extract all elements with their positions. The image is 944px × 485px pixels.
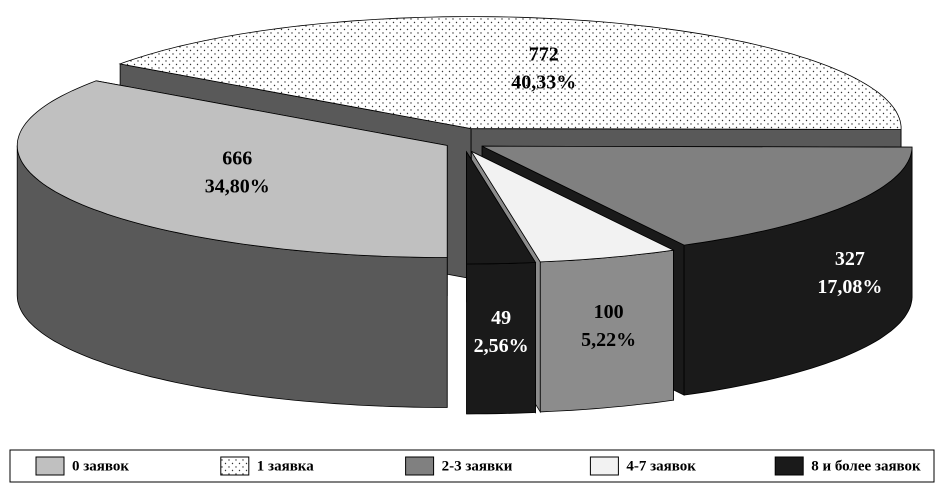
legend-swatch	[774, 456, 804, 476]
legend-swatch	[589, 456, 619, 476]
legend-swatch	[35, 456, 65, 476]
slice-top	[118, 16, 902, 130]
data-label: 2,56%	[474, 335, 529, 357]
data-label: 666	[222, 147, 252, 169]
legend-swatch	[405, 456, 435, 476]
legend-label: 0 заявок	[72, 458, 129, 474]
legend-label: 1 заявка	[257, 458, 314, 474]
legend-label: 2-3 заявки	[442, 458, 513, 474]
slice-top	[466, 150, 537, 265]
data-label: 5,22%	[581, 329, 636, 351]
data-label: 17,08%	[817, 276, 882, 298]
legend-swatch	[220, 456, 250, 476]
legend-label: 8 и более заявок	[811, 458, 921, 474]
data-label: 772	[529, 44, 559, 66]
slice-top	[16, 80, 448, 258]
data-label: 49	[491, 307, 511, 329]
data-label: 100	[594, 301, 624, 323]
data-label: 40,33%	[511, 72, 576, 94]
data-label: 34,80%	[205, 175, 270, 197]
legend-label: 4-7 заявок	[626, 458, 696, 474]
data-label: 327	[835, 248, 865, 270]
slice-top	[470, 150, 675, 263]
slice-top	[481, 145, 913, 246]
